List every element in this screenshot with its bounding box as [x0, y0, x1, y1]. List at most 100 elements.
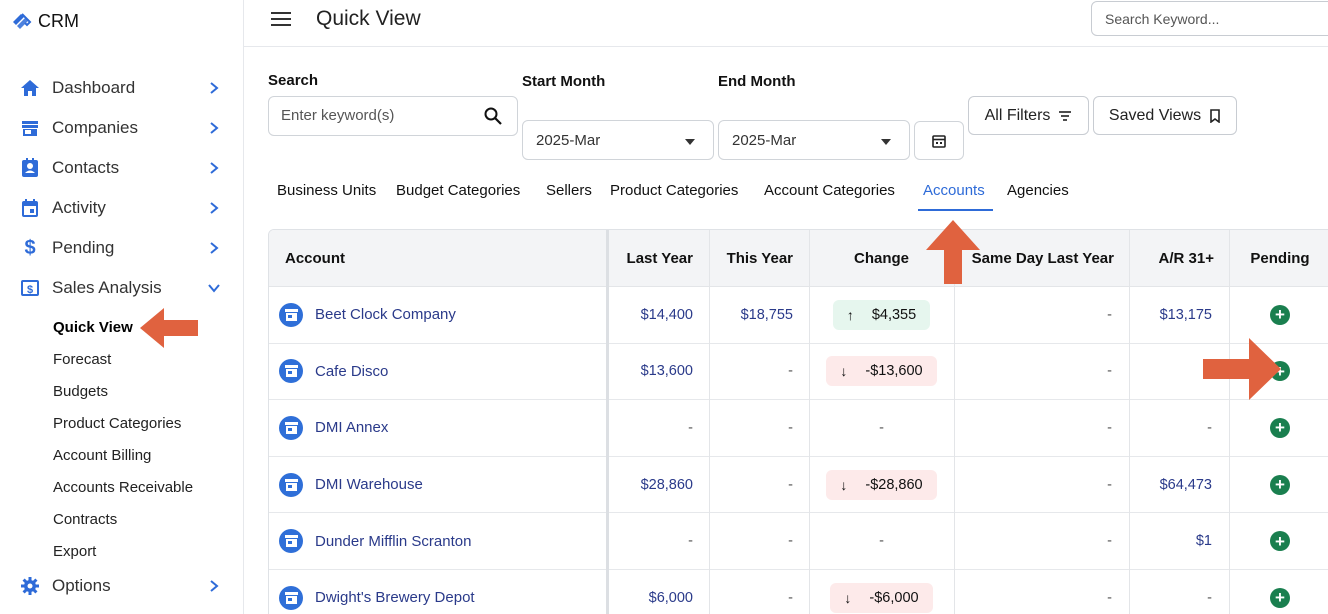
same-day-cell: - — [1107, 306, 1112, 323]
sidebar-subitem-account-billing[interactable]: Account Billing — [53, 447, 152, 464]
sidebar-item-sales-analysis[interactable]: $ Sales Analysis — [0, 268, 243, 308]
calendar-button[interactable] — [914, 121, 964, 160]
accounts-table: Account Last Year This Year Change Same … — [268, 229, 1328, 614]
brand[interactable]: CRM — [10, 8, 79, 34]
same-day-cell: - — [1107, 476, 1112, 493]
search-label: Search — [268, 72, 319, 89]
account-link[interactable]: Dwight's Brewery Depot — [315, 589, 475, 607]
ar-31-cell: $1 — [1195, 533, 1212, 550]
column-divider — [709, 230, 710, 614]
store-icon — [279, 585, 303, 610]
store-icon — [279, 302, 303, 327]
end-month-select[interactable]: 2025-Mar — [718, 120, 910, 160]
arrow-up-icon: ↑ — [846, 306, 854, 323]
sidebar-item-dashboard[interactable]: Dashboard — [0, 68, 243, 108]
sidebar-item-options[interactable]: Options — [0, 566, 243, 606]
account-link[interactable]: DMI Annex — [315, 419, 389, 437]
annotation-arrow-up — [926, 220, 980, 284]
saved-views-button[interactable]: Saved Views — [1093, 96, 1237, 135]
ar-31-cell: - — [1207, 589, 1212, 606]
table-row: Cafe Disco $13,600 - ↓ -$13,600 - + — [269, 343, 1328, 401]
add-pending-icon[interactable]: + — [1270, 531, 1290, 552]
tab-sellers[interactable]: Sellers — [546, 182, 592, 199]
column-header-pending[interactable]: Pending — [1250, 250, 1310, 267]
add-pending-icon[interactable]: + — [1270, 417, 1290, 438]
sidebar-item-label: Pending — [52, 238, 115, 257]
column-divider — [1129, 230, 1130, 614]
add-pending-icon[interactable]: + — [1270, 474, 1290, 495]
crm-logo-icon — [13, 13, 32, 29]
tab-accounts[interactable]: Accounts — [923, 182, 985, 199]
column-header-ar-31[interactable]: A/R 31+ — [1158, 250, 1214, 267]
sidebar-subitem-export[interactable]: Export — [53, 543, 97, 560]
change-value: -$28,860 — [865, 476, 923, 493]
table-header: Account Last Year This Year Change Same … — [269, 230, 1328, 287]
last-year-cell: $28,860 — [640, 476, 693, 493]
tab-business-units[interactable]: Business Units — [277, 182, 377, 199]
sidebar-subitem-accounts-receivable[interactable]: Accounts Receivable — [53, 479, 194, 496]
column-header-change[interactable]: Change — [853, 250, 909, 267]
sidebar-item-activity[interactable]: Activity — [0, 188, 243, 228]
keyword-search-input[interactable] — [281, 107, 471, 124]
change-cell: - — [810, 513, 953, 569]
change-chip-negative: ↓ -$6,000 — [830, 582, 933, 613]
all-filters-label: All Filters — [984, 106, 1051, 124]
account-link[interactable]: DMI Warehouse — [315, 476, 423, 494]
sidebar-item-label: Companies — [52, 118, 138, 137]
arrow-down-icon: ↓ — [840, 363, 848, 380]
account-cell: DMI Annex — [279, 400, 599, 456]
last-year-cell: $6,000 — [648, 589, 693, 606]
table-row: DMI Annex - - - - - + — [269, 400, 1328, 457]
last-year-cell: $14,400 — [640, 306, 693, 323]
start-month-select[interactable]: 2025-Mar — [522, 120, 714, 160]
add-pending-icon[interactable]: + — [1270, 587, 1290, 608]
sidebar-subitem-contracts[interactable]: Contracts — [53, 511, 118, 528]
sidebar-subitem-forecast[interactable]: Forecast — [53, 351, 112, 368]
search-icon[interactable] — [483, 106, 503, 126]
this-year-cell: - — [788, 533, 793, 550]
table-row: Dunder Mifflin Scranton - - - - $1 + — [269, 513, 1328, 570]
account-cell: Beet Clock Company — [279, 287, 599, 343]
column-header-account[interactable]: Account — [285, 250, 345, 267]
sidebar-item-companies[interactable]: Companies — [0, 108, 243, 148]
chevron-down-icon — [208, 284, 220, 293]
table-row: DMI Warehouse $28,860 - ↓ -$28,860 - $64,… — [269, 456, 1328, 514]
svg-text:$: $ — [27, 284, 33, 296]
column-header-this-year[interactable]: This Year — [726, 250, 793, 267]
sidebar-item-contacts[interactable]: Contacts — [0, 148, 243, 188]
global-search-input[interactable] — [1091, 1, 1328, 36]
tab-product-categories[interactable]: Product Categories — [610, 182, 739, 199]
all-filters-button[interactable]: All Filters — [968, 96, 1089, 135]
account-link[interactable]: Dunder Mifflin Scranton — [315, 532, 472, 550]
add-pending-icon[interactable]: + — [1270, 304, 1290, 325]
sidebar-subitem-product-categories[interactable]: Product Categories — [53, 415, 182, 432]
sidebar: CRM Dashboard Companies Contacts Activit… — [0, 0, 244, 614]
same-day-cell: - — [1107, 419, 1112, 436]
tab-account-categories[interactable]: Account Categories — [764, 182, 895, 199]
annotation-arrow-right — [1203, 338, 1281, 400]
dollar-icon: $ — [24, 236, 36, 259]
page-title: Quick View — [316, 7, 421, 30]
last-year-cell: - — [688, 419, 693, 436]
column-header-last-year[interactable]: Last Year — [626, 250, 693, 267]
table-row: Beet Clock Company $14,400 $18,755 ↑ $4,3… — [269, 287, 1328, 344]
home-icon — [19, 77, 41, 99]
same-day-cell: - — [1107, 589, 1112, 606]
last-year-cell: $13,600 — [640, 363, 693, 380]
tab-budget-categories[interactable]: Budget Categories — [396, 182, 521, 199]
column-header-same-day-last-year[interactable]: Same Day Last Year — [971, 250, 1114, 267]
column-divider — [954, 230, 955, 614]
sidebar-item-pending[interactable]: $ Pending — [0, 228, 243, 268]
sidebar-subitem-quick-view[interactable]: Quick View — [53, 319, 133, 336]
pending-cell: + — [1230, 570, 1328, 614]
tab-agencies[interactable]: Agencies — [1007, 182, 1069, 199]
chevron-right-icon — [210, 162, 219, 174]
account-link[interactable]: Beet Clock Company — [315, 306, 456, 324]
sidebar-subitem-budgets[interactable]: Budgets — [53, 383, 109, 400]
bookmark-icon — [1210, 108, 1220, 123]
menu-icon[interactable] — [271, 12, 291, 28]
chevron-right-icon — [210, 202, 219, 214]
caret-down-icon — [881, 139, 891, 145]
change-cell: ↓ -$28,860 — [810, 457, 953, 513]
account-link[interactable]: Cafe Disco — [315, 362, 389, 380]
